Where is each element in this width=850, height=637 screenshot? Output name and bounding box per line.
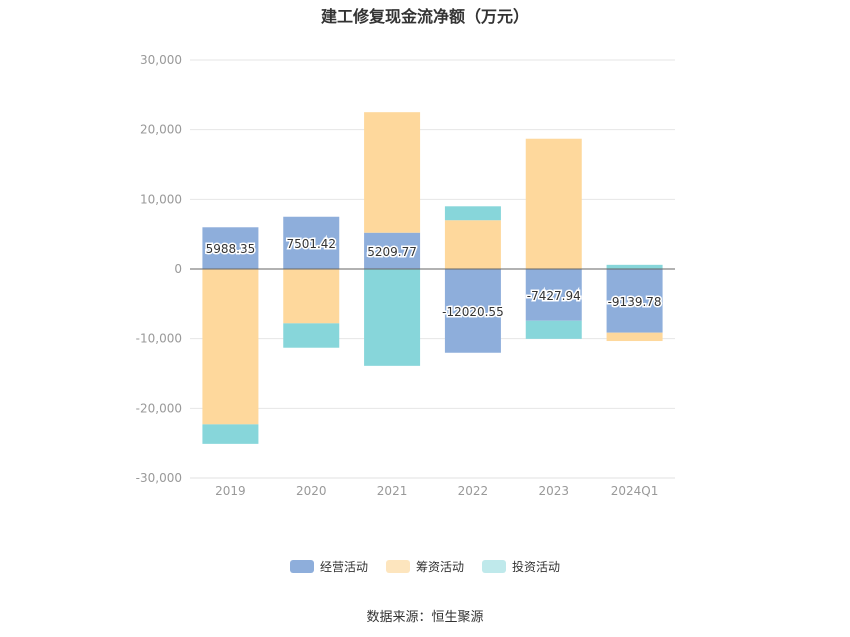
bar-financing [283, 269, 340, 324]
bar-investing [202, 424, 259, 444]
x-tick-label: 2023 [538, 484, 569, 498]
legend-label: 投资活动 [512, 560, 561, 574]
bar-investing [283, 323, 340, 348]
bar-operating [202, 227, 259, 269]
legend-swatch [385, 560, 410, 573]
y-tick-label: -20,000 [136, 401, 182, 415]
data-label: -9139.78 [608, 295, 662, 309]
y-tick-label: 30,000 [140, 53, 182, 67]
legend-label: 经营活动 [319, 560, 368, 574]
chart-title: 建工修复现金流净额（万元） [320, 7, 529, 26]
y-tick-label: -30,000 [136, 471, 182, 485]
legend-item[interactable]: 投资活动 [482, 558, 560, 575]
y-tick-label: 0 [174, 262, 182, 276]
bar-financing [364, 112, 421, 233]
data-label: -7427.94 [527, 289, 581, 303]
legend-item[interactable]: 经营活动 [289, 558, 368, 575]
bar-investing [364, 269, 421, 366]
x-tick-label: 2020 [296, 484, 327, 498]
bar-financing [525, 138, 582, 269]
legend-label: 筹资活动 [415, 560, 464, 574]
data-label: 7501.42 [286, 237, 336, 251]
data-label: 5209.77 [367, 245, 417, 259]
y-tick-label: 20,000 [140, 123, 182, 137]
legend-swatch [482, 560, 506, 573]
bar-investing [606, 264, 663, 269]
legend-swatch [289, 560, 314, 573]
bar-financing [606, 332, 663, 342]
bar-operating [364, 232, 421, 269]
chart-legend: 经营活动 筹资活动 投资活动 [0, 558, 850, 575]
x-tick-label: 2021 [377, 484, 408, 498]
y-tick-label: -10,000 [136, 332, 182, 346]
data-source: 数据来源：恒生聚源 [366, 610, 484, 625]
x-tick-label: 2024Q1 [611, 484, 659, 498]
bar-operating [283, 216, 340, 269]
y-tick-label: 10,000 [140, 192, 182, 206]
data-label: -12020.55 [442, 305, 504, 319]
legend-item[interactable]: 筹资活动 [385, 558, 464, 575]
bar-operating [444, 269, 501, 353]
data-label: 5988.35 [206, 242, 256, 256]
bar-financing [444, 220, 501, 269]
bar-operating [606, 269, 663, 333]
bar-financing [202, 269, 259, 425]
bar-investing [525, 320, 582, 339]
bar-investing [444, 206, 501, 221]
x-tick-label: 2022 [458, 484, 489, 498]
bar-operating [525, 269, 582, 321]
x-tick-label: 2019 [215, 484, 246, 498]
